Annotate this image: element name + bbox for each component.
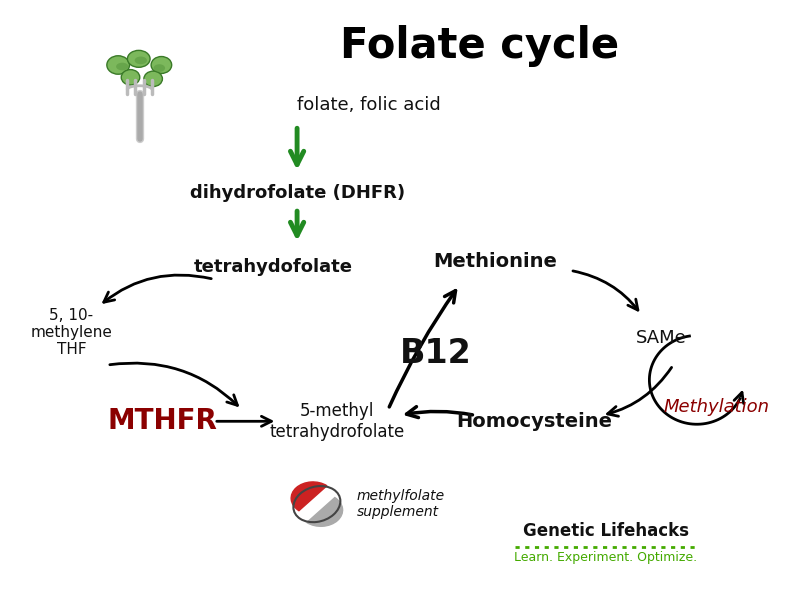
Text: Learn. Experiment. Optimize.: Learn. Experiment. Optimize. [514, 551, 698, 564]
FancyArrowPatch shape [110, 363, 238, 406]
Ellipse shape [154, 64, 165, 72]
Ellipse shape [107, 56, 130, 74]
Ellipse shape [151, 56, 172, 73]
Text: methylfolate
supplement: methylfolate supplement [357, 489, 445, 519]
FancyArrowPatch shape [406, 407, 473, 418]
Ellipse shape [144, 71, 162, 86]
FancyArrowPatch shape [217, 416, 271, 426]
FancyArrowPatch shape [573, 271, 638, 310]
Text: folate, folic acid: folate, folic acid [297, 96, 441, 114]
Wedge shape [291, 482, 327, 511]
Wedge shape [307, 497, 342, 526]
Text: SAMe: SAMe [636, 329, 686, 347]
Text: tetrahydofolate: tetrahydofolate [194, 259, 353, 277]
Ellipse shape [122, 70, 140, 85]
Text: 5-methyl
tetrahydrofolate: 5-methyl tetrahydrofolate [269, 402, 404, 440]
Ellipse shape [134, 56, 147, 64]
FancyArrowPatch shape [607, 367, 671, 416]
Ellipse shape [116, 62, 129, 70]
FancyArrowPatch shape [104, 275, 211, 302]
Text: dihydrofolate (DHFR): dihydrofolate (DHFR) [190, 184, 405, 202]
Text: Methylation: Methylation [664, 397, 770, 415]
Text: B12: B12 [400, 337, 471, 370]
Text: MTHFR: MTHFR [107, 407, 218, 435]
FancyArrowPatch shape [290, 211, 304, 236]
Text: Genetic Lifehacks: Genetic Lifehacks [523, 522, 689, 540]
Text: 5, 10-
methylene
THF: 5, 10- methylene THF [30, 308, 112, 358]
Ellipse shape [127, 50, 150, 67]
FancyArrowPatch shape [290, 128, 304, 164]
Text: Methionine: Methionine [433, 252, 557, 271]
FancyArrowPatch shape [390, 290, 455, 407]
Text: Folate cycle: Folate cycle [340, 25, 618, 67]
FancyArrowPatch shape [734, 392, 744, 403]
Text: Homocysteine: Homocysteine [457, 412, 613, 431]
